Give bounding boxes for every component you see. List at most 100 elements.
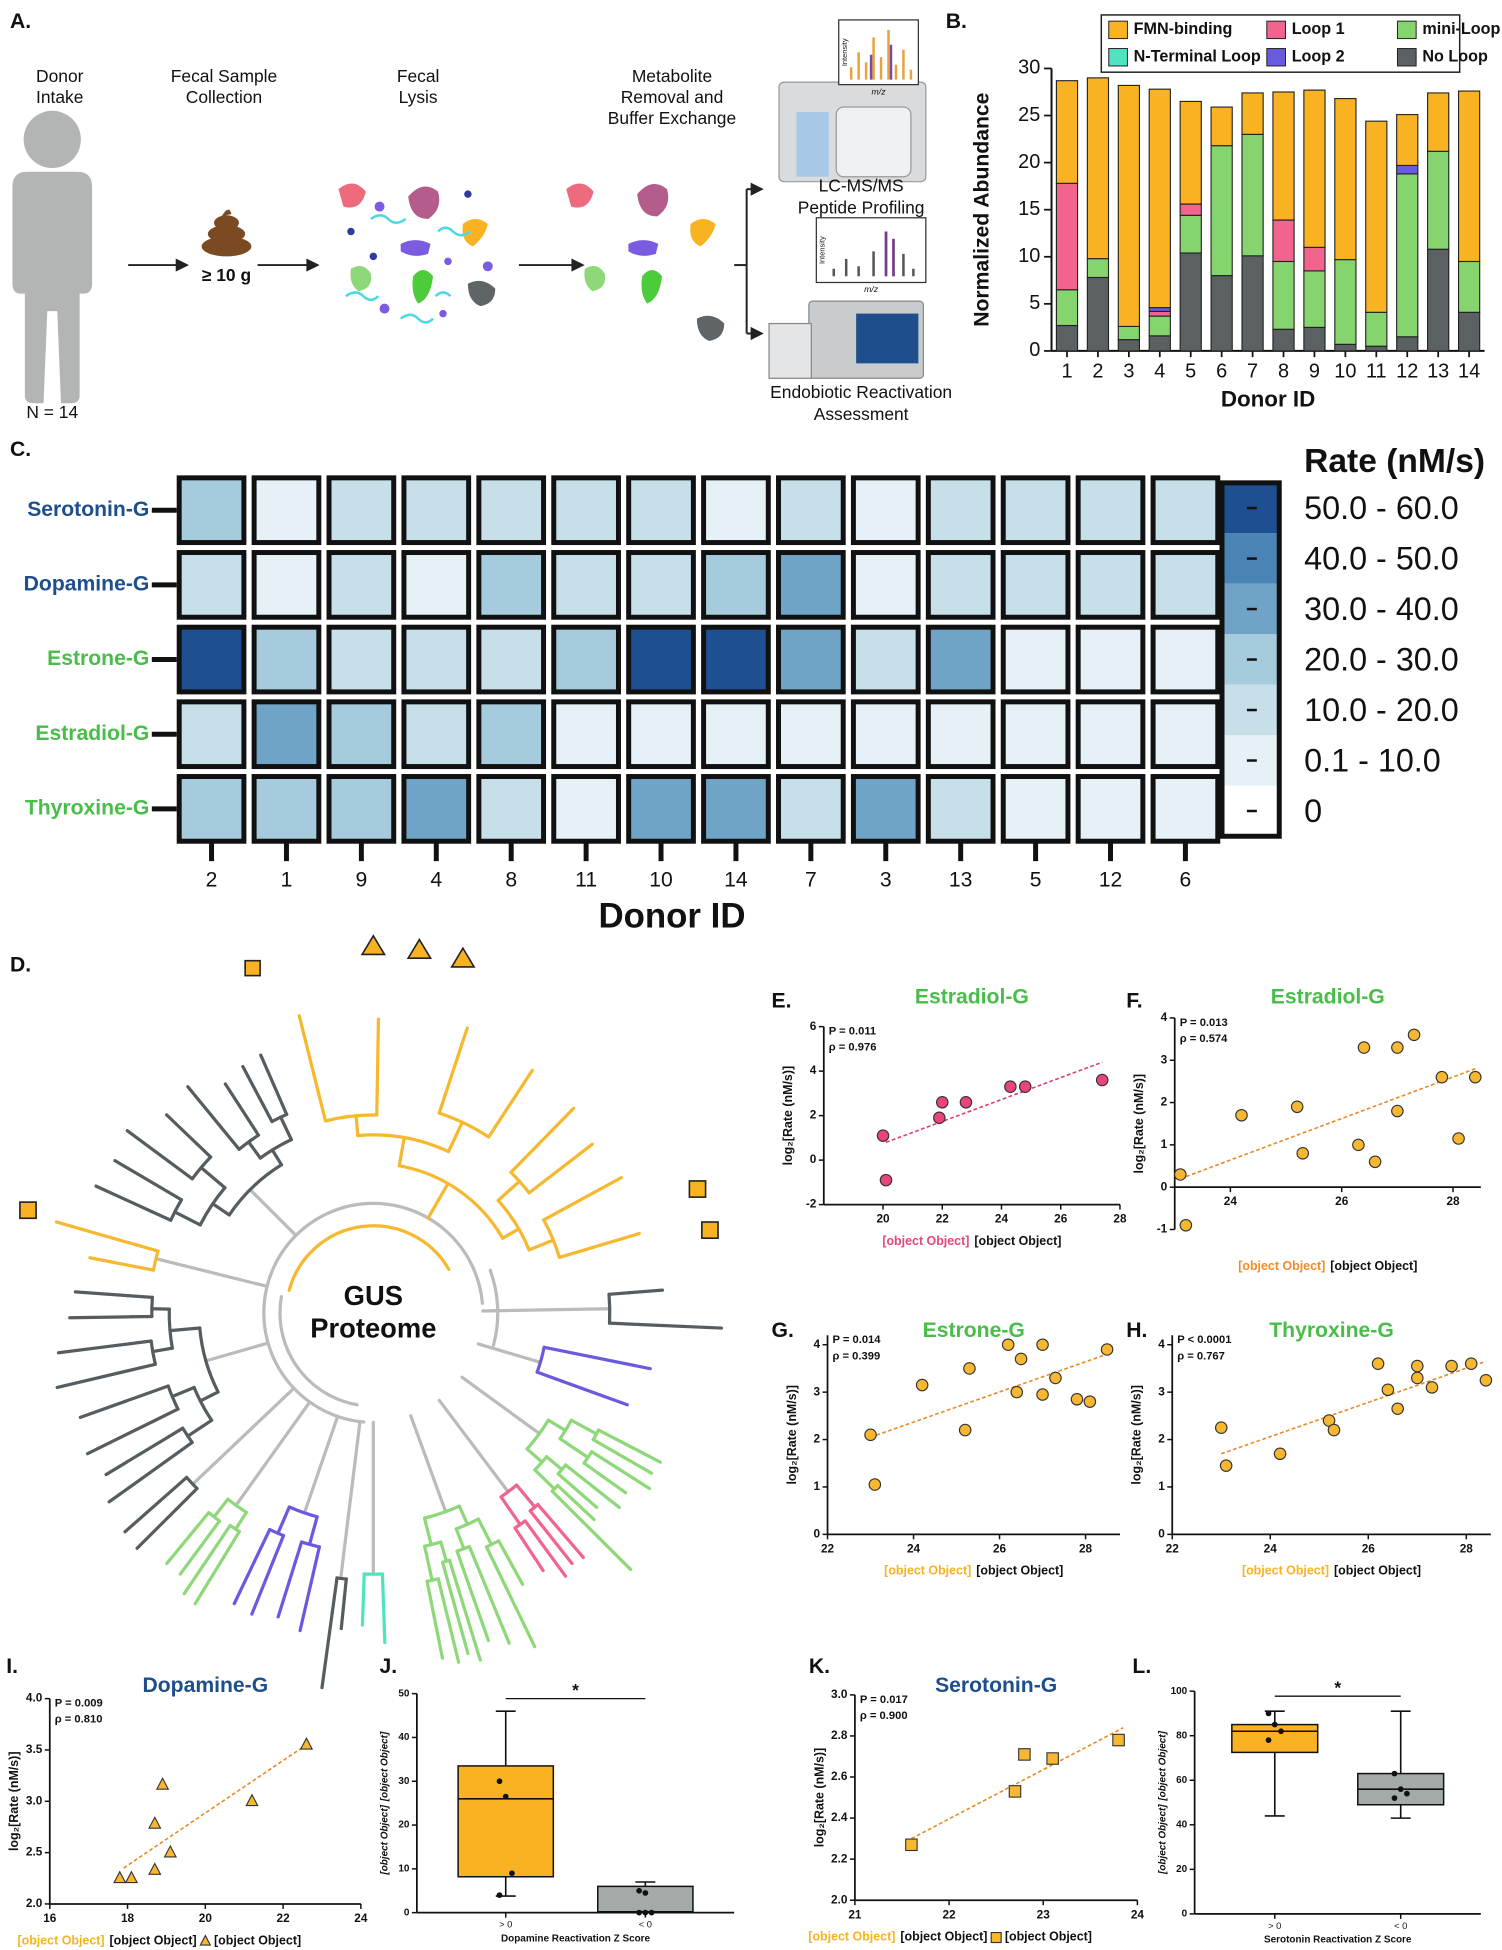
tree-branch — [107, 1452, 178, 1504]
point — [509, 1870, 515, 1877]
panel-label: H. — [1126, 1319, 1147, 1342]
x-tick-label: > 0 — [499, 1920, 512, 1930]
x-axis-label: [object Object] [object Object] — [1238, 1259, 1417, 1273]
tree-branch — [78, 1394, 141, 1419]
tree-branch — [533, 1468, 557, 1491]
point — [1235, 1108, 1248, 1122]
heat-cell — [925, 624, 996, 695]
point — [1095, 1073, 1109, 1087]
point — [1352, 1138, 1365, 1152]
y-axis-label: log₂[Rate (nM/s)] — [812, 1748, 826, 1847]
x-axis-label-part: [object Object] — [1242, 1564, 1329, 1578]
y-tick-label: 60 — [1176, 1775, 1188, 1786]
bar-segment — [1457, 90, 1481, 263]
heat-cell — [776, 624, 846, 695]
tree-branch — [509, 1156, 527, 1174]
tree-branch — [246, 1117, 261, 1137]
tree-branch — [174, 1440, 194, 1456]
tree-arc — [437, 1111, 491, 1139]
chart-title: Serotonin-G — [935, 1674, 1057, 1697]
y-tick-label: 2.0 — [26, 1896, 43, 1910]
col-label: 7 — [805, 869, 817, 892]
tree-branch — [456, 1585, 482, 1662]
output-label: LC-MS/MS — [819, 175, 904, 195]
sample-mass: ≥ 10 g — [202, 265, 251, 285]
point — [1046, 1752, 1059, 1765]
panel-label: L. — [1132, 1655, 1151, 1678]
tree-branch — [422, 1516, 433, 1547]
point — [1290, 1100, 1304, 1114]
heat-cell — [626, 699, 696, 770]
point — [1049, 1371, 1062, 1385]
person-head — [23, 110, 81, 169]
bar-segment — [1396, 173, 1419, 338]
y-tick-label: 4.0 — [26, 1691, 43, 1705]
tree-branch — [298, 1564, 317, 1633]
x-tick-label: 28 — [1460, 1541, 1474, 1555]
bar-segment — [1241, 92, 1264, 135]
spectrum-axis: Intensity — [818, 236, 827, 264]
heat-cell — [1150, 699, 1221, 770]
tree-branch — [211, 1202, 231, 1217]
y-tick-label: 3 — [1158, 1384, 1165, 1398]
bar-segment — [1303, 270, 1326, 328]
x-axis-label-part: [object Object] — [1334, 1564, 1421, 1578]
tree-branch — [523, 1519, 544, 1546]
tree-arc — [198, 1186, 227, 1227]
tree-arc — [192, 1385, 214, 1422]
tree-branch — [342, 1577, 348, 1601]
bar-segment — [1365, 120, 1388, 313]
x-tick-label: 24 — [354, 1911, 368, 1925]
bar-segment — [1334, 98, 1357, 261]
tree-branch — [589, 1231, 641, 1250]
tree-arc — [496, 1198, 531, 1252]
bar-segment — [1179, 252, 1202, 352]
box — [1231, 1723, 1319, 1754]
heat-cell — [176, 624, 247, 695]
point — [879, 1173, 893, 1187]
point — [642, 1890, 649, 1896]
step-label: Fecal — [397, 66, 440, 86]
panel-label: A. — [10, 10, 31, 33]
bar-segment — [1303, 326, 1326, 352]
tree-branch — [476, 1517, 494, 1547]
panel-label: J. — [380, 1655, 398, 1678]
x-tick-label: 24 — [995, 1212, 1009, 1226]
x-tick-label: 24 — [1131, 1907, 1145, 1921]
bar-segment — [1086, 258, 1110, 279]
y-tick-label: 4 — [1161, 1010, 1168, 1024]
point — [1036, 1388, 1049, 1401]
bar-segment — [1055, 80, 1079, 184]
y-axis-label-part: [object Object] — [1157, 1730, 1168, 1801]
x-tick-label: 22 — [821, 1541, 835, 1555]
point — [1327, 1423, 1341, 1437]
tree-arc — [423, 1540, 443, 1548]
point — [636, 1909, 642, 1916]
x-axis-label: [object Object] — [214, 1934, 301, 1948]
bar-segment — [1117, 84, 1140, 328]
tree-arc — [425, 1577, 440, 1583]
heat-cell — [925, 774, 996, 844]
x-axis-label: Donor ID — [598, 897, 745, 936]
bar-segment — [1210, 145, 1233, 277]
point — [1265, 1737, 1272, 1744]
point — [1391, 1104, 1404, 1118]
tree-branch — [204, 1341, 270, 1363]
tree-branch — [446, 1120, 464, 1154]
bar-segment — [1241, 255, 1264, 352]
y-tick-label: 0 — [1029, 339, 1040, 361]
tree-branch — [186, 1085, 223, 1129]
tree-arc — [397, 1164, 505, 1240]
tree-branch — [219, 1125, 241, 1151]
significance-label: * — [572, 1680, 579, 1700]
point — [1464, 1357, 1478, 1370]
tree-branch — [525, 1447, 544, 1464]
tree-branch — [439, 1540, 449, 1563]
x-tick-label: 24 — [1264, 1541, 1278, 1555]
tree-branch — [457, 1504, 470, 1526]
panel-label: E. — [772, 989, 792, 1012]
tree-branch — [542, 1204, 571, 1222]
tree-branch — [567, 1176, 623, 1208]
tree-branch — [173, 1210, 202, 1227]
